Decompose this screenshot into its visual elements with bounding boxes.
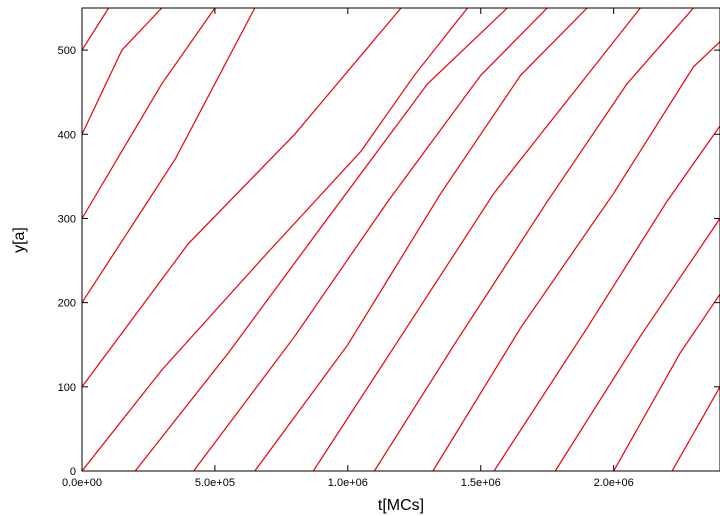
series-line-8 — [193, 8, 548, 471]
y-tick-label-1: 0 — [70, 466, 76, 478]
ticks-layer: 0.0e+00 5.0e+05 1.0e+06 1.5e+06 2.0e+06 0 100 2… — [58, 8, 720, 489]
series-line-7 — [134, 8, 508, 471]
series-layer — [82, 8, 720, 471]
y-axis-label: y[a] — [11, 227, 28, 253]
series-line-12 — [432, 41, 720, 471]
series-line-16 — [671, 386, 720, 471]
x-tick-label-1: 0.0e+00 — [62, 477, 102, 489]
series-line-13 — [493, 125, 720, 471]
series-line-1 — [82, 8, 468, 471]
y-tick-label-3: 200 — [58, 298, 76, 310]
plot-frame — [81, 7, 720, 472]
x-tick-label-2: 5.0e+05 — [195, 477, 235, 489]
series-line-15 — [613, 293, 720, 471]
y-tick-label-4: 300 — [58, 213, 76, 225]
y-tick-label-6: 500 — [58, 45, 76, 57]
series-line-4 — [82, 8, 216, 219]
series-line-5 — [82, 8, 163, 135]
series-line-9 — [254, 8, 588, 471]
series-line-11 — [373, 8, 694, 471]
x-tick-label-5: 2.0e+06 — [594, 477, 634, 489]
y-tick-label-2: 100 — [58, 382, 76, 394]
series-line-6 — [82, 8, 110, 51]
x-axis-label: t[MCs] — [378, 497, 424, 514]
series-line-10 — [312, 8, 641, 471]
x-tick-label-3: 1.0e+06 — [328, 477, 368, 489]
series-line-14 — [554, 218, 720, 471]
y-tick-label-5: 400 — [58, 129, 76, 141]
x-tick-label-4: 1.5e+06 — [461, 477, 501, 489]
series-line-2 — [82, 8, 402, 388]
series-line-3 — [82, 8, 256, 303]
